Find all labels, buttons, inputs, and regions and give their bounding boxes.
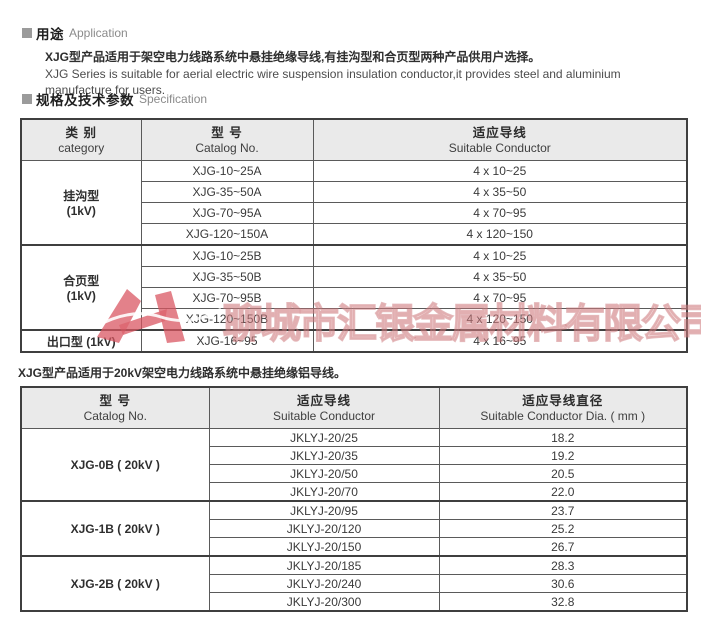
- table-row: JKLYJ-20/120 25.2: [21, 519, 688, 538]
- catalog-cell: XJG-10~25B: [140, 244, 314, 267]
- header-label-cn: 适应导线: [472, 125, 527, 140]
- conductor-cell: JKLYJ-20/50: [208, 464, 440, 483]
- catalog-cell: XJG-35~50A: [140, 181, 314, 203]
- application-text-en: XJG Series is suitable for aerial electr…: [45, 67, 621, 97]
- header-label-en: Suitable Conductor Dia. ( mm ): [480, 408, 646, 423]
- category-cell: 合页型 (1kV): [20, 244, 142, 331]
- header-label-cn: 适应导线直径: [522, 393, 604, 408]
- table-row: JKLYJ-20/70 22.0: [21, 482, 688, 502]
- section-bullet-square: [22, 94, 32, 104]
- diameter-cell: 20.5: [438, 464, 688, 483]
- table-row: 合页型 (1kV) XJG-10~25B 4 x 10~25: [20, 244, 688, 331]
- section-application-heading: 用途 Application: [22, 23, 128, 43]
- header-label-en: Catalog No.: [195, 140, 259, 155]
- catalog-cell: XJG-16~95: [140, 329, 314, 353]
- table1-header-catalog: 型 号 Catalog No.: [140, 118, 314, 161]
- catalog-cell: XJG-70~95A: [140, 202, 314, 224]
- table-row: JKLYJ-20/300 32.8: [21, 592, 688, 612]
- conductor-cell: JKLYJ-20/300: [208, 592, 440, 612]
- diameter-cell: 28.3: [438, 555, 688, 575]
- header-label-cn: 适应导线: [296, 393, 351, 408]
- category-cell: 挂沟型 (1kV): [20, 160, 142, 246]
- header-label-cn: 类 别: [65, 125, 97, 140]
- conductor-cell: JKLYJ-20/25: [208, 428, 440, 447]
- diameter-cell: 30.6: [438, 574, 688, 593]
- note-20kv: XJG型产品适用于20kV架空电力线路系统中悬挂绝缘铝导线。: [18, 366, 347, 380]
- table1-header-category: 类 别 category: [20, 118, 142, 161]
- table-row: XJG-0B ( 20kV ) JKLYJ-20/25 18.2: [20, 428, 688, 502]
- section-title-en: Specification: [139, 92, 208, 106]
- catalog-cell: XJG-120~150B: [140, 308, 314, 331]
- header-label-en: Suitable Conductor: [448, 140, 551, 155]
- conductor-cell: JKLYJ-20/95: [208, 500, 440, 520]
- catalog-cell: XJG-70~95B: [140, 287, 314, 309]
- conductor-cell: 4 x 120~150: [312, 223, 688, 246]
- table-row: JKLYJ-20/240 30.6: [21, 574, 688, 593]
- table2-header-conductor: 适应导线 Suitable Conductor: [208, 386, 440, 429]
- conductor-cell: 4 x 120~150: [312, 308, 688, 331]
- diameter-cell: 32.8: [438, 592, 688, 612]
- section-specification-heading: 规格及技术参数 Specification: [22, 89, 207, 109]
- table-row: XJG-1B ( 20kV ) JKLYJ-20/95 23.7: [20, 500, 688, 557]
- conductor-cell: 4 x 10~25: [312, 160, 688, 182]
- header-label-en: category: [58, 140, 105, 155]
- conductor-cell: JKLYJ-20/185: [208, 555, 440, 575]
- application-paragraph: XJG型产品适用于架空电力线路系统中悬挂绝缘导线,有挂沟型和合页型两种产品供用户…: [45, 49, 685, 98]
- diameter-cell: 18.2: [438, 428, 688, 447]
- section-bullet-square: [22, 28, 32, 38]
- conductor-cell: 4 x 10~25: [312, 244, 688, 267]
- header-label-cn: 型 号: [211, 125, 243, 140]
- table-row: XJG-35~50A 4 x 35~50: [21, 181, 688, 203]
- category-sublabel: (1kV): [66, 204, 96, 218]
- diameter-cell: 25.2: [438, 519, 688, 538]
- spec-table-1kv: 类 别 category 型 号 Catalog No. 适应导线 Suitab…: [20, 118, 688, 353]
- conductor-cell: 4 x 16~95: [312, 329, 688, 353]
- table2-header-row: 型 号 Catalog No. 适应导线 Suitable Conductor …: [20, 386, 688, 429]
- section-title-cn: 规格及技术参数: [36, 93, 134, 108]
- category-label: 挂沟型: [63, 189, 100, 203]
- conductor-cell: 4 x 70~95: [312, 202, 688, 224]
- section-title-en: Application: [69, 26, 128, 40]
- spec-table-20kv: 型 号 Catalog No. 适应导线 Suitable Conductor …: [20, 386, 688, 612]
- section-title-cn: 用途: [36, 27, 64, 42]
- category-label: 出口型 (1kV): [46, 334, 116, 349]
- category-cell: XJG-0B ( 20kV ): [20, 428, 210, 502]
- category-cell: XJG-2B ( 20kV ): [20, 555, 210, 612]
- conductor-cell: JKLYJ-20/35: [208, 446, 440, 465]
- conductor-cell: 4 x 35~50: [312, 266, 688, 288]
- table1-header-conductor: 适应导线 Suitable Conductor: [312, 118, 688, 161]
- header-label-cn: 型 号: [99, 393, 131, 408]
- conductor-cell: JKLYJ-20/70: [208, 482, 440, 502]
- category-label: 合页型: [63, 274, 100, 288]
- table2-header-catalog: 型 号 Catalog No.: [20, 386, 210, 429]
- table-row: 出口型 (1kV) XJG-16~95 4 x 16~95: [20, 329, 688, 353]
- application-text-cn: XJG型产品适用于架空电力线路系统中悬挂绝缘导线,有挂沟型和合页型两种产品供用户…: [45, 50, 541, 64]
- diameter-cell: 22.0: [438, 482, 688, 502]
- table1-header-row: 类 别 category 型 号 Catalog No. 适应导线 Suitab…: [20, 118, 688, 161]
- header-label-en: Catalog No.: [83, 408, 147, 423]
- table-row: JKLYJ-20/35 19.2: [21, 446, 688, 465]
- diameter-cell: 26.7: [438, 537, 688, 557]
- category-sublabel: (1kV): [66, 289, 96, 303]
- catalog-cell: XJG-35~50B: [140, 266, 314, 288]
- table-row: XJG-70~95A 4 x 70~95: [21, 202, 688, 224]
- conductor-cell: JKLYJ-20/240: [208, 574, 440, 593]
- category-cell: XJG-1B ( 20kV ): [20, 500, 210, 557]
- header-label-en: Suitable Conductor: [272, 408, 376, 423]
- conductor-cell: 4 x 70~95: [312, 287, 688, 309]
- table-row: XJG-35~50B 4 x 35~50: [21, 266, 688, 288]
- category-cell: 出口型 (1kV): [20, 329, 142, 353]
- table2-header-diameter: 适应导线直径 Suitable Conductor Dia. ( mm ): [438, 386, 688, 429]
- table-row: JKLYJ-20/50 20.5: [21, 464, 688, 483]
- diameter-cell: 19.2: [438, 446, 688, 465]
- conductor-cell: JKLYJ-20/150: [208, 537, 440, 557]
- conductor-cell: JKLYJ-20/120: [208, 519, 440, 538]
- diameter-cell: 23.7: [438, 500, 688, 520]
- catalog-cell: XJG-10~25A: [140, 160, 314, 182]
- table-row: XJG-2B ( 20kV ) JKLYJ-20/185 28.3: [20, 555, 688, 612]
- table-row: 挂沟型 (1kV) XJG-10~25A 4 x 10~25: [20, 160, 688, 246]
- conductor-cell: 4 x 35~50: [312, 181, 688, 203]
- catalog-cell: XJG-120~150A: [140, 223, 314, 246]
